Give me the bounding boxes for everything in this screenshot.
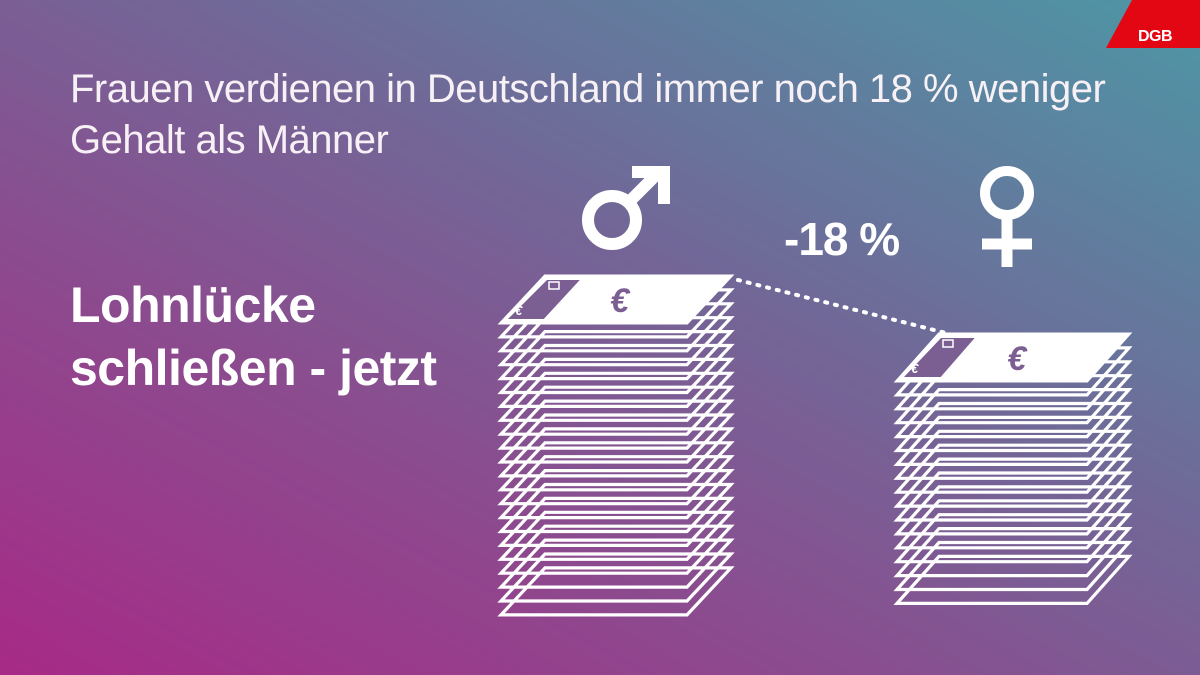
banknote-layer xyxy=(497,538,735,589)
banknote-layer xyxy=(497,399,735,450)
banknote-layer xyxy=(893,401,1133,453)
banknote-layer xyxy=(893,443,1133,494)
banknote-layer xyxy=(497,371,735,422)
banknote-layer xyxy=(497,427,735,478)
banknote-layer xyxy=(893,554,1133,606)
banknote-layer xyxy=(497,330,735,381)
banknote-euro: € xyxy=(610,282,631,320)
banknote-stack-icon: € € xyxy=(497,274,735,617)
banknote-mark xyxy=(942,339,954,348)
banknote-small-euro: € xyxy=(515,303,523,318)
banknote-layer xyxy=(497,496,735,548)
banknote-layer xyxy=(497,510,735,561)
male-symbol-icon xyxy=(582,166,670,250)
banknote-layer xyxy=(497,441,735,492)
banknote-layer xyxy=(497,524,735,575)
banknote-small-euro: € xyxy=(911,361,919,376)
banknote-layer xyxy=(893,513,1133,564)
slogan: Lohnlücke schließen - jetzt xyxy=(70,274,490,400)
banknote-panel xyxy=(904,338,975,377)
banknote-layer xyxy=(497,385,735,436)
banknote-layer xyxy=(497,566,735,617)
banknote-panel xyxy=(508,280,580,319)
banknote-layer xyxy=(497,316,735,367)
headline: Frauen verdienen in Deutschland immer no… xyxy=(70,67,1106,162)
banknote-layer xyxy=(893,429,1133,480)
banknote-layer xyxy=(893,415,1133,466)
banknote-layer xyxy=(893,388,1133,439)
banknote-layer xyxy=(893,471,1133,522)
slogan-line-2: schließen - jetzt xyxy=(70,340,437,396)
banknote-layer xyxy=(497,343,735,395)
banknote-layer xyxy=(893,499,1133,550)
banknote-layer xyxy=(893,526,1133,578)
banknote-layer xyxy=(893,457,1133,508)
slogan-line-1: Lohnlücke xyxy=(70,277,316,333)
banknote-layer xyxy=(893,540,1133,592)
banknote-layer xyxy=(497,552,735,603)
banknote-layer xyxy=(497,482,735,534)
banknote-layer xyxy=(497,357,735,408)
pay-gap-label: -18 % xyxy=(784,213,900,265)
dgb-logo-icon xyxy=(1106,0,1200,48)
dotted-connector xyxy=(736,278,948,335)
banknote-layer xyxy=(893,374,1133,425)
banknote-mark xyxy=(548,281,560,290)
banknote-layer xyxy=(497,469,735,520)
banknote-euro: € xyxy=(1007,340,1028,378)
banknote-layer xyxy=(497,455,735,506)
banknote-stack-icon: € € xyxy=(893,332,1133,606)
banknote-layer xyxy=(497,413,735,464)
female-symbol-icon xyxy=(980,166,1034,267)
banknote-layer xyxy=(893,485,1133,536)
logo-text: DGB xyxy=(1137,28,1173,45)
